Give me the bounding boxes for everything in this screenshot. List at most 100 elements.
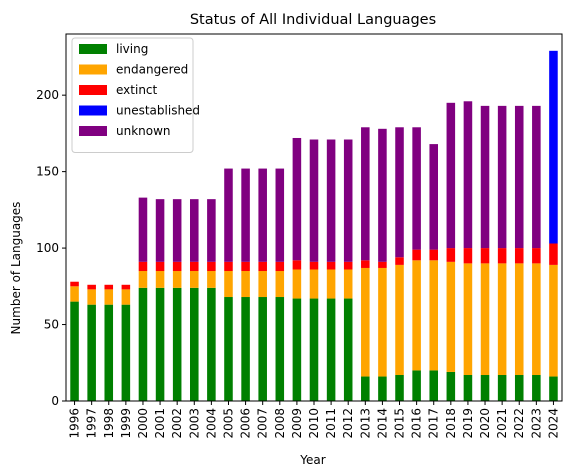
bar-endangered-2018	[446, 261, 456, 372]
bar-living-2002	[172, 287, 182, 401]
x-tick-label: 2002	[170, 408, 184, 439]
bar-unknown-2001	[155, 199, 165, 262]
bar-extinct-1997	[87, 284, 96, 290]
bar-living-2012	[343, 298, 353, 401]
bar-endangered-2014	[378, 267, 387, 377]
bar-living-2000	[138, 287, 148, 401]
bar-endangered-1997	[87, 289, 96, 305]
bar-extinct-2006	[241, 261, 250, 272]
bar-extinct-2012	[343, 261, 353, 270]
x-tick-label: 2022	[512, 408, 526, 439]
bar-extinct-2017	[429, 249, 438, 261]
x-tick-label: 2015	[393, 408, 407, 439]
y-tick-label: 200	[36, 88, 59, 102]
bar-unknown-2016	[412, 127, 421, 250]
bar-extinct-2000	[138, 261, 148, 272]
bar-living-2008	[275, 297, 285, 401]
bar-endangered-2006	[241, 271, 250, 298]
bar-living-2016	[412, 370, 421, 401]
bar-extinct-2024	[549, 243, 558, 265]
legend-swatch-unestablished	[79, 105, 107, 116]
bar-living-2007	[258, 297, 267, 401]
bar-extinct-2013	[361, 260, 370, 268]
bar-extinct-2018	[446, 248, 456, 262]
bar-unknown-2019	[463, 101, 473, 249]
y-tick-label: 0	[51, 394, 59, 408]
y-tick-label: 150	[36, 165, 59, 179]
x-tick-label: 2008	[273, 408, 287, 439]
legend-swatch-endangered	[79, 64, 107, 75]
bar-extinct-2016	[412, 249, 421, 261]
bar-unknown-2009	[292, 137, 302, 261]
bar-unknown-2008	[275, 168, 285, 262]
bar-extinct-1996	[70, 281, 79, 287]
bar-unknown-2005	[224, 168, 233, 262]
bar-living-1996	[70, 301, 79, 401]
bar-unknown-2011	[326, 139, 336, 262]
bar-extinct-2009	[292, 260, 302, 270]
bar-unknown-2002	[172, 199, 182, 262]
x-axis-label: Year	[299, 453, 325, 467]
bar-endangered-2015	[395, 264, 404, 376]
y-tick-label: 100	[36, 241, 59, 255]
bar-endangered-2008	[275, 271, 285, 298]
bar-extinct-1998	[104, 284, 114, 290]
bar-unknown-2012	[343, 139, 353, 262]
bar-endangered-1999	[121, 289, 131, 305]
bar-living-2013	[361, 376, 370, 401]
bar-endangered-2000	[138, 271, 148, 288]
bar-living-2010	[309, 298, 319, 401]
bar-living-2009	[292, 298, 302, 401]
bar-living-1999	[121, 304, 131, 401]
bar-endangered-2009	[292, 269, 302, 299]
bar-extinct-2011	[326, 261, 336, 270]
bar-endangered-2010	[309, 269, 319, 299]
bar-endangered-2007	[258, 271, 267, 298]
bar-extinct-2004	[207, 261, 216, 272]
x-tick-label: 1999	[119, 408, 133, 439]
bar-unknown-2015	[395, 127, 404, 258]
bar-unknown-2020	[480, 105, 490, 249]
bar-unknown-2004	[207, 199, 216, 262]
x-tick-label: 2016	[410, 408, 424, 439]
x-tick-label: 2021	[495, 408, 509, 439]
bar-endangered-2011	[326, 269, 336, 299]
bar-living-2004	[207, 287, 216, 401]
y-axis-label: Number of Languages	[9, 202, 23, 335]
bar-endangered-2020	[480, 263, 490, 376]
x-tick-label: 2017	[427, 408, 441, 439]
bar-living-2011	[326, 298, 336, 401]
bar-endangered-1996	[70, 286, 79, 302]
plot-area: 1996 1997 1998 1999 2000 2001 2002 2003 2004 2005…	[36, 33, 563, 439]
bar-endangered-2013	[361, 267, 370, 377]
bar-unknown-2007	[258, 168, 267, 262]
bar-unknown-2010	[309, 139, 319, 262]
bar-unknown-2003	[190, 199, 199, 262]
x-tick-label: 2007	[256, 408, 270, 439]
bar-unknown-2021	[497, 105, 507, 249]
bar-living-2020	[480, 375, 490, 401]
legend-label-unknown: unknown	[116, 124, 171, 138]
bar-living-2015	[395, 375, 404, 401]
x-tick-label: 2009	[290, 408, 304, 439]
bar-unknown-2000	[138, 197, 148, 262]
bar-endangered-2002	[172, 271, 182, 288]
bar-extinct-2019	[463, 248, 473, 264]
legend-label-extinct: extinct	[116, 83, 158, 97]
x-tick-label: 2023	[529, 408, 543, 439]
x-tick-label: 2024	[546, 408, 560, 439]
bar-extinct-2001	[155, 261, 165, 272]
x-tick-label: 2012	[341, 408, 355, 439]
x-tick-label: 2014	[375, 408, 389, 439]
plot-frame	[65, 33, 563, 402]
x-tick-label: 1996	[68, 408, 82, 439]
x-tick-label: 2020	[478, 408, 492, 439]
x-tick-label: 2010	[307, 408, 321, 439]
bar-living-2017	[429, 370, 438, 401]
bar-extinct-2010	[309, 261, 319, 270]
bar-living-1998	[104, 304, 114, 401]
bar-endangered-2004	[207, 271, 216, 288]
bar-endangered-1998	[104, 289, 114, 305]
bar-endangered-2017	[429, 260, 438, 371]
bar-living-2006	[241, 297, 250, 401]
